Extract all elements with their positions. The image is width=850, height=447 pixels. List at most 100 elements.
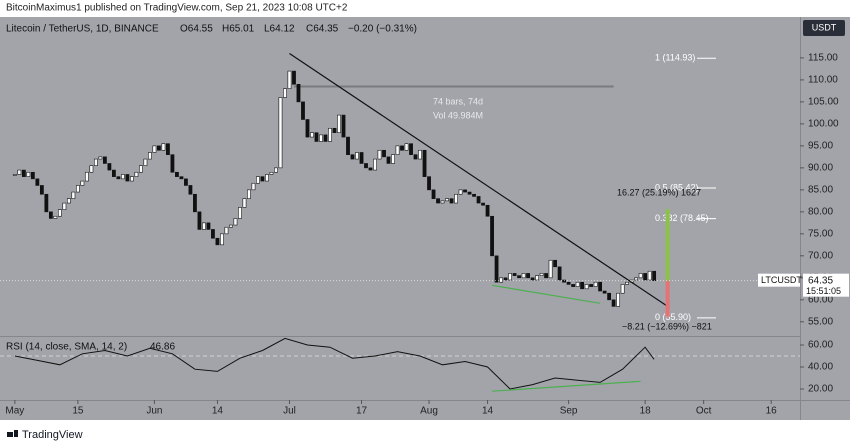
candle xyxy=(647,270,652,281)
candle xyxy=(490,215,494,257)
candle xyxy=(121,174,125,180)
legend-value: −0.20 (−0.31%) xyxy=(348,24,417,35)
candle xyxy=(107,163,112,171)
fib-label: 1 (114.93) xyxy=(655,53,695,63)
candle xyxy=(580,281,585,290)
candle xyxy=(445,198,449,202)
candle xyxy=(179,176,184,180)
candle xyxy=(134,171,139,177)
candle xyxy=(440,200,445,204)
candle xyxy=(202,222,206,230)
legend-value: O64.55 xyxy=(180,24,213,35)
candle xyxy=(409,143,413,155)
candle xyxy=(98,156,103,160)
candle xyxy=(93,158,98,166)
candle xyxy=(400,145,404,151)
candle xyxy=(341,114,346,138)
candle xyxy=(598,281,603,292)
y-tick-label: 90.00 xyxy=(808,163,833,174)
x-tick-label: 14 xyxy=(482,406,494,417)
candle xyxy=(26,171,31,177)
symbol-tag-bg xyxy=(758,273,800,287)
candle xyxy=(220,233,224,246)
candle xyxy=(233,218,238,226)
candle xyxy=(481,202,485,206)
x-tick-label: Aug xyxy=(420,406,438,417)
rsi-trendline xyxy=(492,380,641,392)
y-tick-label: 110.00 xyxy=(808,75,838,86)
candle xyxy=(476,196,481,204)
candle xyxy=(652,270,657,281)
symbol-tag: LTCUSDT xyxy=(761,275,802,285)
candle xyxy=(184,178,188,186)
y-tick-label: 55.00 xyxy=(808,316,833,327)
candle xyxy=(548,259,553,279)
candle xyxy=(350,154,355,160)
candle xyxy=(337,114,341,133)
candle xyxy=(499,277,503,283)
candle xyxy=(602,290,607,294)
candle xyxy=(323,134,328,142)
candle xyxy=(193,193,197,213)
candle xyxy=(247,189,251,199)
candle xyxy=(269,171,274,175)
candle xyxy=(607,292,612,301)
rsi-title: RSI (14, close, SMA, 14, 2) xyxy=(6,342,127,353)
x-tick-label: Jun xyxy=(146,406,162,417)
candle xyxy=(89,165,94,173)
candle xyxy=(535,275,539,281)
candle xyxy=(116,176,121,180)
candle xyxy=(638,273,643,279)
candle xyxy=(80,180,85,186)
candle xyxy=(44,193,49,213)
candle xyxy=(332,127,337,133)
candle xyxy=(544,273,548,279)
candle xyxy=(593,281,598,287)
x-tick-label: Oct xyxy=(696,406,712,417)
price-tag: 64.35 xyxy=(808,275,833,286)
candle xyxy=(431,189,436,199)
candle xyxy=(62,202,67,210)
candle xyxy=(251,182,256,191)
candle xyxy=(170,154,175,173)
legend-value: H65.01 xyxy=(222,24,255,35)
trendline xyxy=(289,53,668,307)
candle xyxy=(643,273,648,281)
x-tick-label: 18 xyxy=(640,406,652,417)
y-tick-label: 115.00 xyxy=(808,53,838,64)
candle xyxy=(296,83,301,103)
candle xyxy=(125,174,130,182)
y-tick-label: 95.00 xyxy=(808,141,833,152)
currency-badge xyxy=(803,20,845,36)
candle xyxy=(278,97,283,169)
candle xyxy=(139,165,143,173)
candle xyxy=(494,255,499,283)
candle xyxy=(242,198,247,208)
candle xyxy=(238,207,242,219)
candle xyxy=(265,174,269,182)
candle xyxy=(161,143,166,151)
candle xyxy=(566,281,571,285)
candle xyxy=(310,132,314,138)
candle xyxy=(467,191,472,195)
candle xyxy=(508,273,512,281)
legend-value: C64.35 xyxy=(306,24,339,35)
candle xyxy=(102,156,107,164)
candle xyxy=(301,101,305,120)
candle xyxy=(355,152,359,160)
candle xyxy=(386,156,391,164)
candle xyxy=(391,154,395,164)
chart-bg xyxy=(0,17,850,420)
y-tick-label: 105.00 xyxy=(808,97,839,108)
rsi-last: 46.86 xyxy=(150,342,175,353)
candle xyxy=(395,145,400,155)
candle xyxy=(346,136,350,155)
x-tick-label: Sep xyxy=(560,406,578,417)
y-tick-label: 80.00 xyxy=(808,206,833,217)
candle xyxy=(111,169,116,177)
y-tick-label: 60.00 xyxy=(808,294,833,305)
candle xyxy=(143,158,148,166)
candle xyxy=(256,176,260,184)
countdown: 15:51:05 xyxy=(806,286,841,296)
